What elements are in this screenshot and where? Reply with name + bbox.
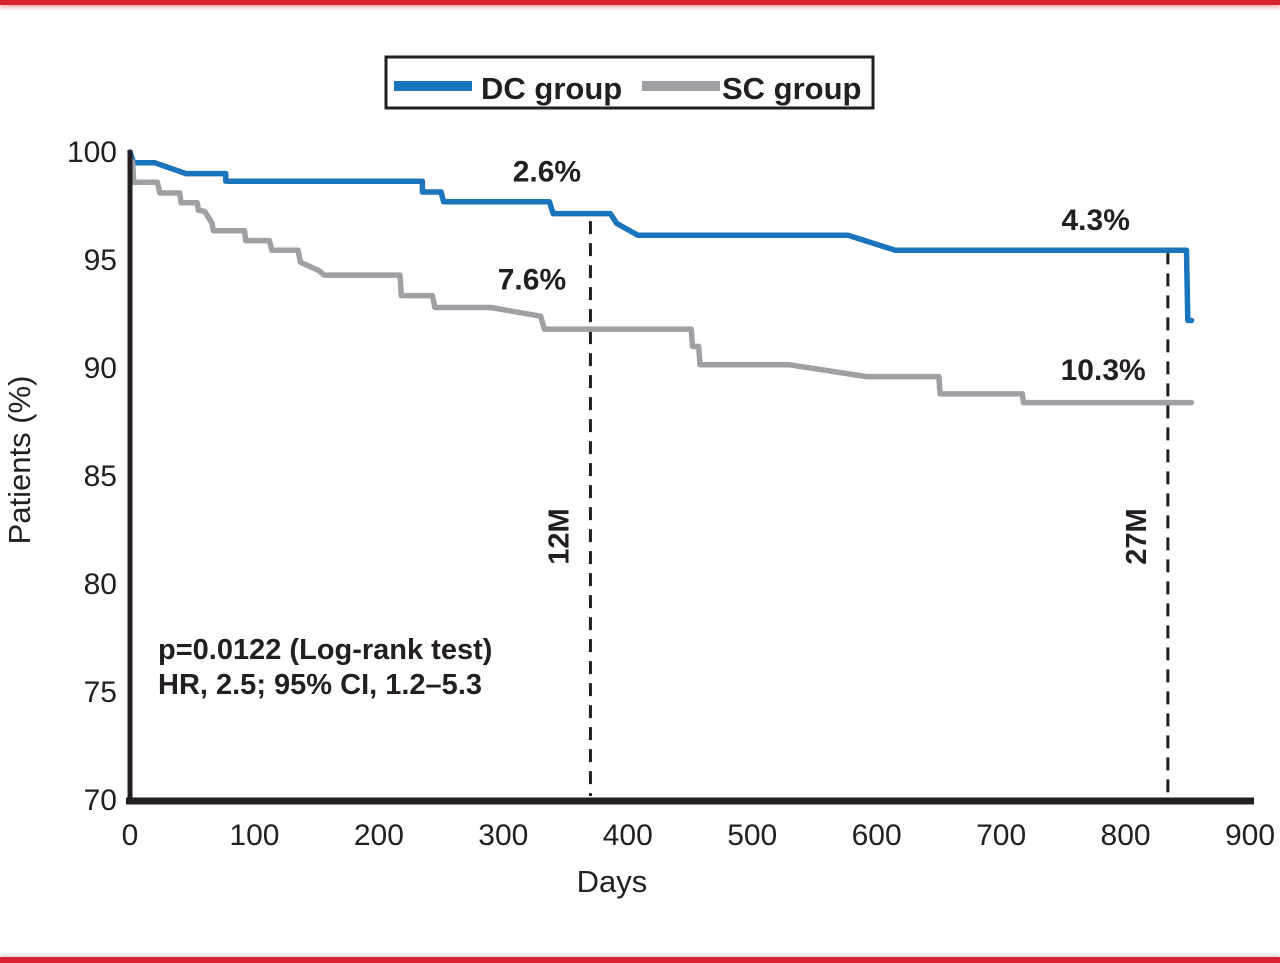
annotation-10.3: 10.3% [1061,354,1146,387]
sc-group-curve [127,158,1195,406]
plot-area: 12M 27M 0 100 200 300 400 500 600 700 800 900 100 95 9… [67,136,1275,852]
bottom-red-border [0,957,1280,963]
x-tick-label: 700 [976,819,1026,852]
dc-group-curve [127,149,1195,324]
x-tick-label: 200 [354,819,404,852]
y-tick-label: 90 [84,352,117,385]
x-tick-label: 800 [1101,819,1151,852]
x-tick-label: 500 [727,819,777,852]
stats-line-2: HR, 2.5; 95% CI, 1.2–5.3 [158,669,482,701]
y-tick-label: 85 [84,460,117,493]
y-tick-label: 80 [84,568,117,601]
reference-line-label-12m: 12M [543,508,575,564]
y-tick-label: 70 [84,784,117,817]
legend-label-sc-group: SC group [722,71,862,106]
stats-line-1: p=0.0122 (Log-rank test) [158,634,492,666]
x-tick-label: 300 [478,819,528,852]
x-tick-label: 100 [229,819,279,852]
y-tick-label: 95 [84,244,117,277]
annotation-2.6: 2.6% [513,155,581,188]
y-tick-label: 100 [67,136,117,169]
y-tick-label: 75 [84,676,117,709]
x-tick-label: 400 [603,819,653,852]
legend-swatch-sc-group [642,81,720,91]
annotation-7.6: 7.6% [498,263,566,296]
reference-line-label-27m: 27M [1121,508,1153,564]
legend-label-dc-group: DC group [481,71,622,106]
x-axis-title: Days [577,864,648,899]
y-axis-title: Patients (%) [2,376,37,545]
x-tick-label: 600 [852,819,902,852]
top-red-border [0,0,1280,5]
legend-swatch-dc-group [394,81,472,91]
x-tick-label: 0 [122,819,139,852]
annotation-4.3: 4.3% [1061,204,1129,237]
legend: DC group SC group [384,55,875,110]
x-tick-label: 900 [1225,819,1275,852]
